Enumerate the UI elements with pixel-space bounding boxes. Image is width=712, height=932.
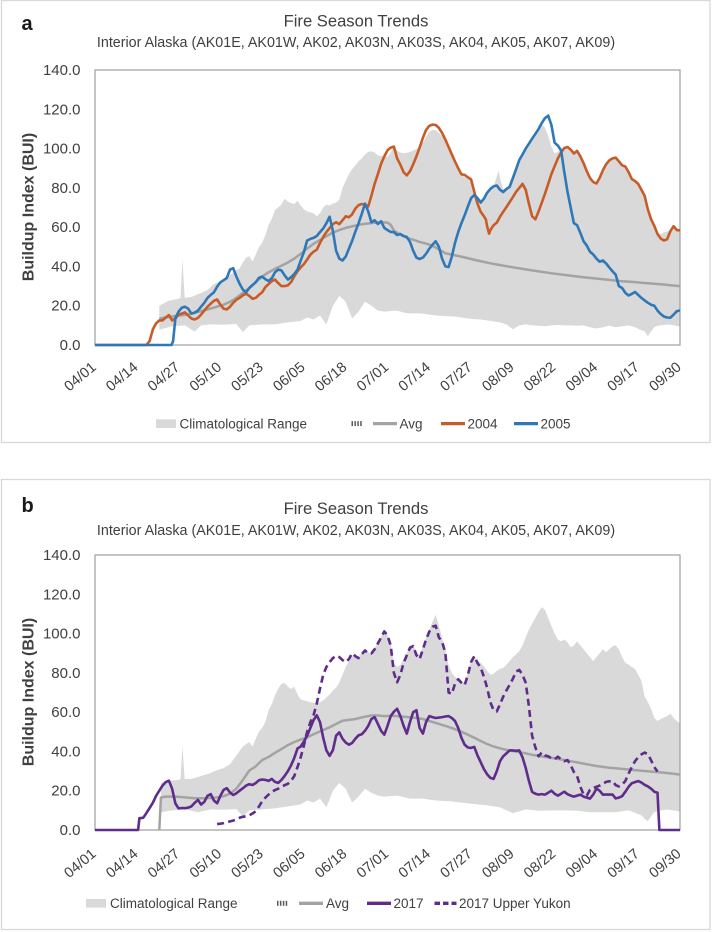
svg-text:60.0: 60.0 xyxy=(51,704,80,721)
svg-text:2017 Upper Yukon: 2017 Upper Yukon xyxy=(459,896,571,911)
svg-text:80.0: 80.0 xyxy=(51,180,80,197)
svg-text:Avg: Avg xyxy=(326,896,349,911)
svg-text:2005: 2005 xyxy=(541,417,571,432)
svg-text:120.0: 120.0 xyxy=(43,101,81,118)
svg-text:Buildup Index (BUI): Buildup Index (BUI) xyxy=(21,618,38,766)
svg-text:140.0: 140.0 xyxy=(43,547,81,564)
svg-text:140.0: 140.0 xyxy=(43,62,81,79)
svg-text:b: b xyxy=(22,495,34,517)
svg-text:Interior Alaska (AK01E, AK01W,: Interior Alaska (AK01E, AK01W, AK02, AK0… xyxy=(97,523,615,539)
svg-text:20.0: 20.0 xyxy=(51,298,80,315)
svg-text:40.0: 40.0 xyxy=(51,743,80,760)
svg-text:20.0: 20.0 xyxy=(51,783,80,800)
svg-text:Climatological Range: Climatological Range xyxy=(110,896,238,911)
svg-text:Buildup Index (BUI): Buildup Index (BUI) xyxy=(21,133,38,281)
svg-text:0.0: 0.0 xyxy=(60,337,81,354)
svg-text:Fire Season Trends: Fire Season Trends xyxy=(284,499,429,518)
svg-text:100.0: 100.0 xyxy=(43,626,81,643)
svg-text:80.0: 80.0 xyxy=(51,665,80,682)
svg-text:Avg: Avg xyxy=(400,417,423,432)
svg-text:Fire Season Trends: Fire Season Trends xyxy=(284,12,429,31)
svg-text:100.0: 100.0 xyxy=(43,141,81,158)
svg-text:Interior Alaska (AK01E, AK01W,: Interior Alaska (AK01E, AK01W, AK02, AK0… xyxy=(97,35,615,51)
svg-text:2004: 2004 xyxy=(468,417,499,432)
svg-text:0.0: 0.0 xyxy=(60,822,81,839)
svg-text:40.0: 40.0 xyxy=(51,258,80,275)
svg-text:Climatological Range: Climatological Range xyxy=(180,417,308,432)
svg-text:a: a xyxy=(22,13,34,35)
svg-text:120.0: 120.0 xyxy=(43,586,81,603)
svg-text:60.0: 60.0 xyxy=(51,219,80,236)
svg-text:2017: 2017 xyxy=(394,896,424,911)
